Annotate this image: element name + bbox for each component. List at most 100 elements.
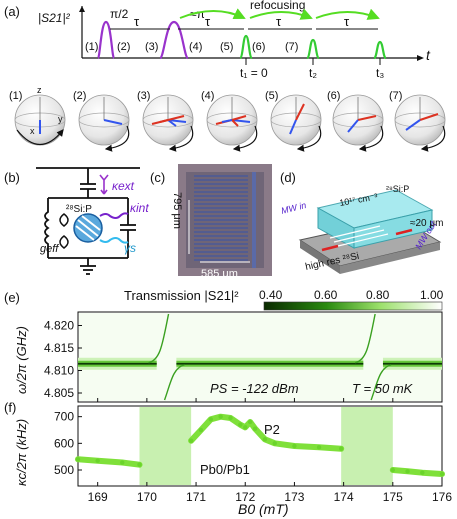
rotation-arrow — [16, 129, 64, 145]
kappa-data-point — [316, 445, 322, 450]
kappa-ext-arrow-icon — [99, 174, 109, 195]
kappa-xtick-label: 172 — [235, 490, 255, 504]
precession-arrow — [168, 125, 194, 152]
anticrossing-branch-upper — [354, 313, 376, 364]
heatmap-plot — [78, 313, 442, 401]
echo-3 — [373, 40, 387, 60]
heatmap-ytick-label: 4.815 — [44, 341, 74, 355]
panel-a-xlabel: t — [426, 47, 431, 63]
height-label: 795 μm — [171, 192, 183, 229]
bloch-sphere-row: (1) z x y (2) (3) (4) (5) (6) (7) — [9, 85, 446, 152]
anticrossing-branch-lower — [163, 364, 185, 401]
refocus-arrow-3 — [315, 8, 380, 20]
bloch-vector — [405, 119, 421, 131]
precession-arrow — [358, 125, 384, 152]
anticrossing-branch-upper — [148, 313, 170, 364]
kappa-data-point — [188, 438, 194, 443]
anticrossing-branch-lower — [370, 364, 392, 401]
kappa-xtick-label: 176 — [432, 490, 452, 504]
bloch-vector — [295, 103, 305, 121]
x-axis-label: B0 (mT) — [238, 501, 289, 517]
colorbar-title: Transmission |S21|² — [124, 288, 239, 303]
kappa-ytick-label: 600 — [54, 436, 74, 450]
axis-z-label: z — [37, 85, 42, 95]
kappa-ylabel: κc/2π (kHz) — [14, 419, 29, 486]
mw-in-label: MW in — [280, 200, 307, 216]
kappa-data-point — [405, 469, 410, 474]
colorbar-tick-1: 0.40 — [259, 288, 283, 302]
kappa-data-point — [439, 471, 445, 477]
gamma-s-label: γs — [124, 241, 136, 255]
panel-a-y-arrow — [79, 6, 85, 12]
kappa-int-label: κint — [130, 201, 149, 215]
kappa-plot — [75, 407, 445, 485]
heatmap-background — [79, 313, 441, 401]
bloch-vector — [357, 115, 377, 121]
kappa-xtick-label: 169 — [88, 490, 108, 504]
tau-label-1: τ — [134, 14, 140, 29]
panel-c-label: (c) — [150, 170, 165, 185]
precession-arrow — [296, 125, 322, 152]
kappa-data-point — [420, 470, 425, 475]
bloch-vector — [167, 119, 187, 123]
shaded-region — [139, 407, 192, 485]
bloch-label: (3) — [137, 90, 150, 102]
kappa-data-point — [228, 415, 233, 421]
kappa-data-trace — [389, 467, 445, 477]
kappa-data-point — [238, 422, 243, 427]
bloch-sphere-5: (5) — [265, 90, 322, 152]
panel-e-label: (e) — [4, 290, 20, 305]
colorbar-tick-2: 0.60 — [314, 288, 338, 302]
precession-arrow — [232, 125, 258, 152]
bloch-vector — [159, 119, 169, 123]
bloch-sphere-2: (2) — [73, 90, 130, 152]
bloch-vector — [419, 113, 439, 121]
kappa-data-point — [292, 443, 297, 449]
kappa-data-point — [208, 417, 214, 422]
axis-y-label: y — [58, 114, 63, 124]
bloch-sphere-4: (4) — [201, 90, 258, 152]
sample-label: ²⁸Si:P — [386, 184, 409, 194]
heatmap-ytick-label: 4.820 — [44, 319, 74, 333]
tau-label-4: τ — [344, 14, 350, 29]
colorbar-tick-3: 0.80 — [366, 288, 390, 302]
thickness-label: ≈20 μm — [410, 218, 443, 229]
kappa-data-point — [120, 460, 125, 465]
step-4: (4) — [189, 41, 202, 53]
colorbar-tick-4: 1.00 — [420, 288, 444, 302]
colorbar — [263, 301, 443, 311]
panel-a-ylabel: |S21|² — [38, 11, 71, 25]
kappa-data-point — [247, 419, 253, 425]
bloch-vector — [221, 119, 233, 123]
gamma-wave-icon — [99, 237, 129, 244]
kappa-xtick-label: 171 — [186, 490, 206, 504]
kappa-data-point — [218, 414, 223, 419]
bloch-vector — [231, 115, 247, 121]
pulse-pi2-label: π/2 — [110, 7, 129, 21]
g-eff-label: geff — [40, 243, 59, 255]
kappa-data-point — [262, 437, 268, 442]
panel-b-label: (b) — [4, 170, 20, 185]
bloch-sphere-7: (7) — [389, 90, 446, 152]
t3-label: t₃ — [376, 66, 384, 80]
step-5: (5) — [220, 41, 233, 53]
axis-x-label: x — [30, 126, 35, 136]
resonator-meander — [194, 175, 248, 261]
feedline — [252, 172, 256, 268]
kappa-int-wave-icon — [99, 212, 129, 219]
shaded-region — [341, 407, 393, 485]
bloch-sphere-1: (1) z x y — [9, 85, 66, 146]
lcr-circuit-diagram — [36, 167, 140, 275]
heatmap-ylabel: ω/2π (GHz) — [14, 326, 29, 394]
pi-pulse — [158, 20, 190, 60]
kappa-data-point — [198, 427, 204, 433]
bloch-vector — [289, 119, 297, 135]
panel-a-x-arrow — [417, 55, 424, 61]
kappa-xtick-label: 175 — [383, 490, 403, 504]
temperature-label: T = 50 mK — [352, 381, 414, 396]
kappa-axes: 700 600 500 169 170 171 172 173 174 175 176 — [54, 410, 452, 504]
pi-half-pulse — [96, 20, 116, 60]
bloch-label: (4) — [201, 90, 214, 102]
step-7: (7) — [285, 41, 298, 53]
bloch-vector — [231, 119, 251, 123]
